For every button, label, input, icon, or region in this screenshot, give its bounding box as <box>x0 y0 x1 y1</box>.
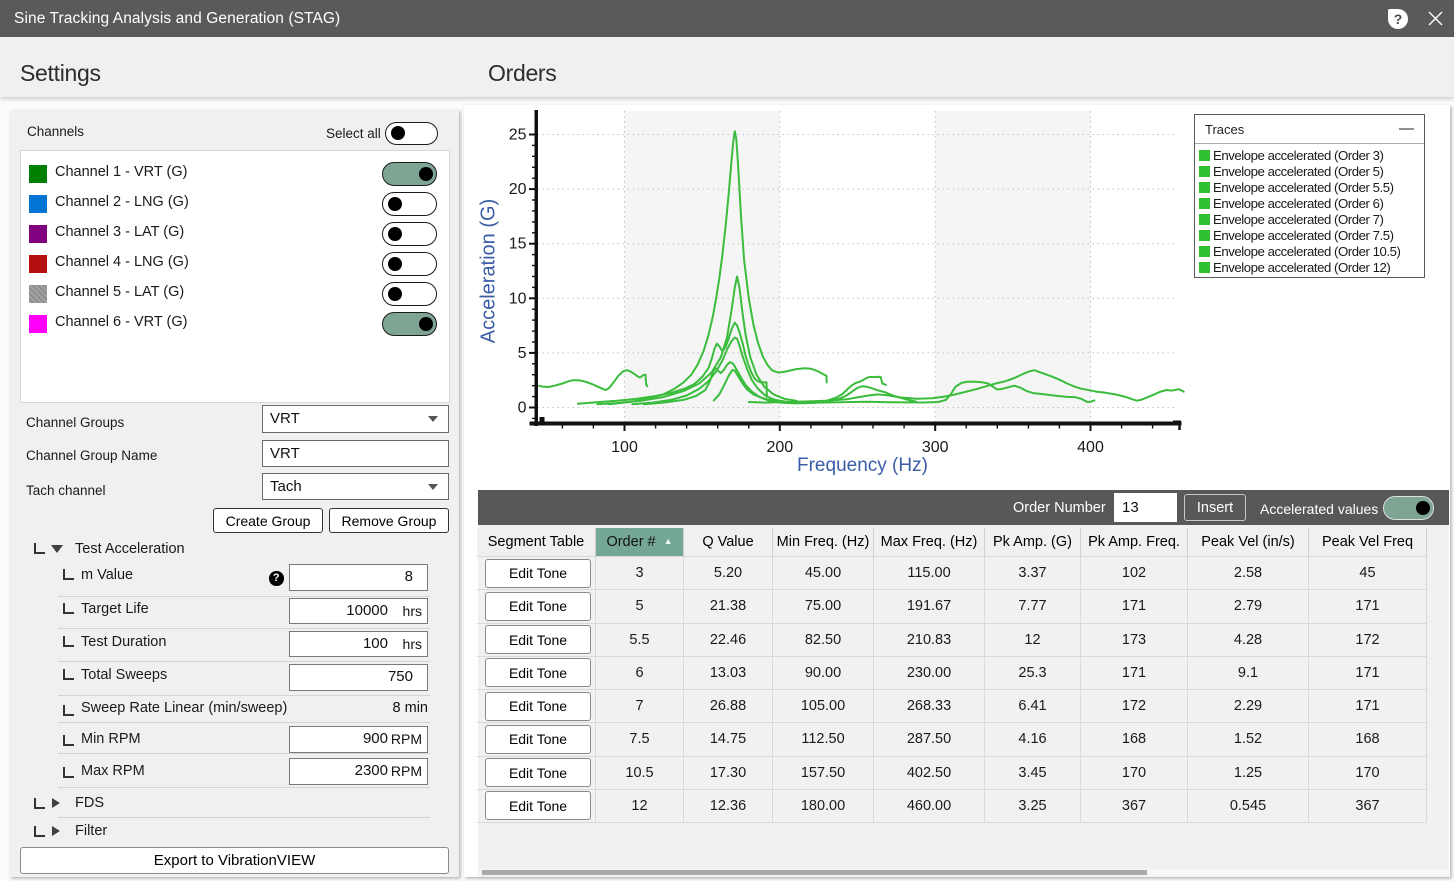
svg-text:15: 15 <box>509 236 527 253</box>
svg-text:100: 100 <box>611 439 638 456</box>
svg-text:300: 300 <box>922 439 949 456</box>
svg-text:25: 25 <box>509 127 527 144</box>
svg-text:200: 200 <box>766 439 793 456</box>
svg-text:20: 20 <box>509 181 527 198</box>
svg-text:10: 10 <box>509 290 527 307</box>
svg-text:0: 0 <box>518 400 527 417</box>
svg-text:5: 5 <box>518 345 527 362</box>
svg-text:400: 400 <box>1077 439 1104 456</box>
